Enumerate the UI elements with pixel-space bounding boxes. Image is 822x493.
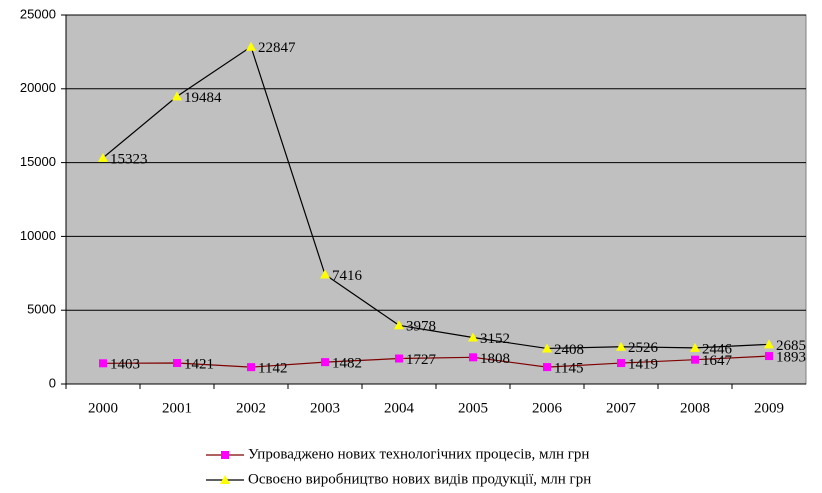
- marker: [98, 152, 108, 162]
- y-tick-label: 25000: [20, 6, 56, 21]
- legend-label: Упроваджено нових технологічних процесів…: [248, 446, 589, 462]
- data-label: 2526: [628, 340, 659, 356]
- y-tick-label: 10000: [20, 228, 56, 243]
- data-label: 2685: [776, 338, 806, 354]
- marker: [247, 363, 255, 372]
- data-label: 1403: [110, 357, 140, 373]
- x-tick-label: 2002: [236, 400, 266, 416]
- x-tick-label: 2000: [88, 400, 118, 416]
- series-line: [102, 45, 770, 350]
- marker: [99, 359, 107, 368]
- data-label: 1419: [628, 356, 658, 372]
- plot-area: [65, 14, 807, 385]
- data-label: 1808: [480, 351, 510, 367]
- marker: [616, 341, 626, 351]
- marker: [468, 332, 478, 342]
- data-label: 1893: [776, 349, 806, 365]
- y-tick-label: 15000: [20, 154, 56, 169]
- marker: [542, 343, 552, 353]
- marker: [469, 353, 477, 362]
- marker: [173, 359, 181, 368]
- y-tick-label: 0: [49, 375, 56, 390]
- marker: [395, 354, 403, 363]
- data-label: 3152: [480, 331, 510, 347]
- marker: [764, 339, 774, 349]
- data-label: 1145: [554, 361, 583, 377]
- data-label: 2446: [702, 341, 733, 357]
- series-line: [102, 355, 770, 368]
- data-label: 1142: [258, 361, 287, 377]
- data-label: 7416: [332, 268, 363, 284]
- marker: [246, 41, 256, 51]
- marker: [765, 352, 773, 361]
- marker: [543, 363, 551, 372]
- marker: [221, 451, 229, 459]
- marker: [691, 355, 699, 364]
- y-tick-label: 20000: [20, 80, 56, 95]
- data-label: 1482: [332, 356, 362, 372]
- data-label: 3978: [406, 319, 436, 335]
- marker: [321, 358, 329, 367]
- marker: [320, 269, 330, 279]
- x-tick-label: 2009: [754, 400, 784, 416]
- x-tick-label: 2006: [532, 400, 563, 416]
- x-tick-label: 2003: [310, 400, 340, 416]
- x-tick-label: 2007: [606, 400, 637, 416]
- marker: [394, 320, 404, 330]
- data-label: 15323: [110, 151, 148, 167]
- x-tick-label: 2001: [162, 400, 192, 416]
- data-label: 1421: [184, 356, 214, 372]
- marker: [172, 91, 182, 101]
- data-label: 1647: [702, 353, 733, 369]
- legend-label: Освоєно виробництво нових видів продукці…: [248, 471, 591, 487]
- data-label: 2408: [554, 342, 584, 358]
- data-label: 19484: [184, 90, 222, 106]
- x-tick-label: 2008: [680, 400, 710, 416]
- marker: [690, 342, 700, 352]
- x-tick-label: 2004: [384, 400, 415, 416]
- data-label: 1727: [406, 352, 437, 368]
- x-tick-label: 2005: [458, 400, 488, 416]
- data-label: 22847: [258, 40, 296, 56]
- marker: [220, 475, 230, 484]
- y-tick-label: 5000: [27, 302, 56, 317]
- marker: [617, 359, 625, 368]
